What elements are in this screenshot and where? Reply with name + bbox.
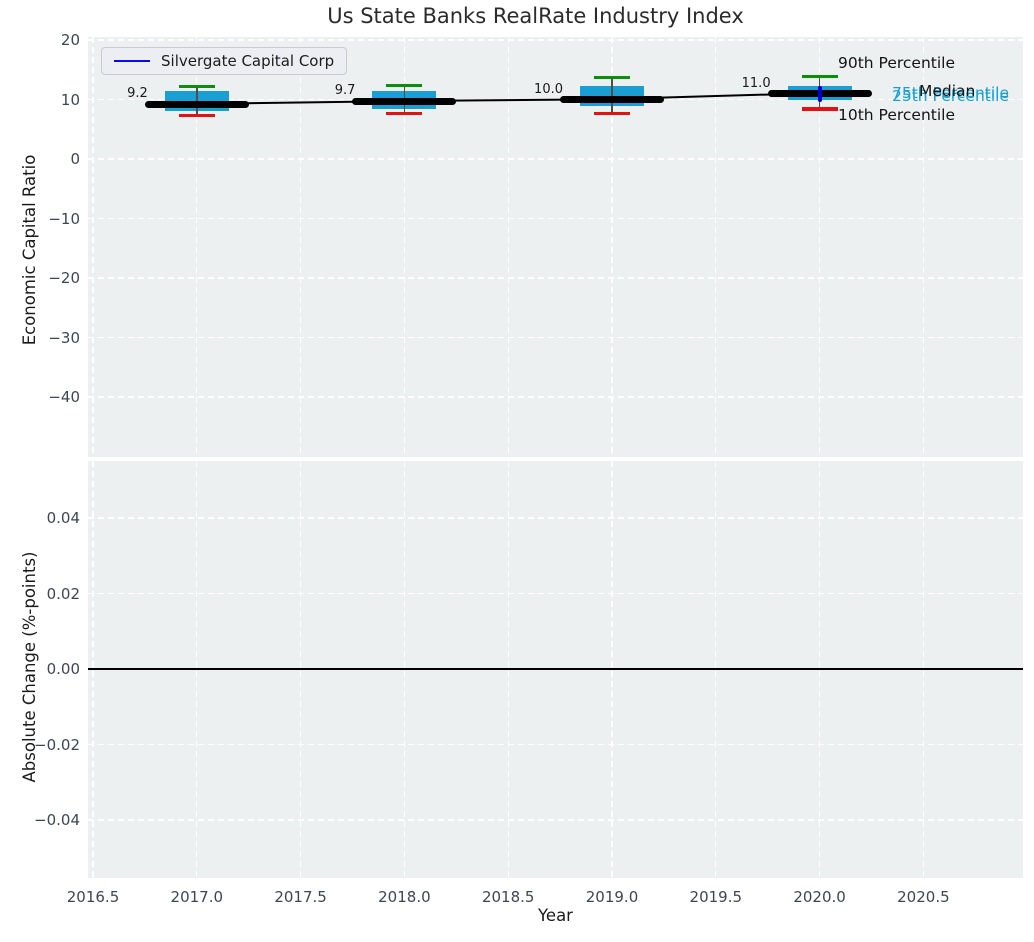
- legend: Silvergate Capital Corp: [101, 47, 348, 75]
- y-axis-label-top: Economic Capital Ratio: [20, 154, 39, 346]
- gridline-horizontal: [88, 336, 1023, 339]
- annotation-median: Median: [919, 82, 976, 100]
- y-tick-label: −40: [48, 388, 80, 406]
- y-tick-label: −30: [48, 328, 80, 347]
- x-tick-label: 2018.0: [378, 888, 431, 906]
- x-tick-label: 2017.5: [274, 888, 327, 906]
- bottom-axes: [88, 461, 1023, 878]
- x-tick-label: 2017.0: [170, 888, 224, 906]
- x-tick-label: 2016.5: [66, 888, 120, 906]
- median-line-segment: [560, 96, 664, 103]
- whisker-cap-90th: [594, 75, 630, 80]
- gridline-horizontal: [88, 217, 1023, 220]
- annotation-25th-percentile: 25th Percentile: [892, 87, 1010, 105]
- median-value-label: 11.0: [741, 75, 771, 91]
- zero-line: [88, 668, 1023, 670]
- y-tick-label: −0.04: [34, 811, 80, 829]
- x-tick-label: 2020.0: [793, 888, 846, 906]
- annotation-75th-percentile: 75th Percentile: [892, 84, 1010, 102]
- y-tick-label: −20: [48, 269, 80, 287]
- whisker-cap-10th: [386, 112, 423, 116]
- gridline-vertical: [715, 37, 717, 457]
- annotation-10th-percentile: 10th Percentile: [838, 106, 956, 124]
- annotation-90th-percentile: 90th Percentile: [838, 54, 956, 72]
- y-tick-label: 0.02: [46, 584, 80, 603]
- y-tick-label: 0: [70, 150, 80, 168]
- whisker-cap-90th: [386, 83, 423, 87]
- gridline-vertical: [818, 37, 821, 457]
- y-tick-label: 0.00: [46, 660, 80, 678]
- median-value-label: 9.7: [334, 83, 356, 99]
- y-tick-label: 10: [60, 90, 80, 109]
- gridline-vertical: [922, 37, 925, 457]
- median-value-label: 10.0: [534, 81, 563, 97]
- x-axis-label: Year: [538, 906, 573, 925]
- gridline-vertical: [611, 37, 613, 457]
- whisker-cap-90th: [178, 84, 215, 88]
- top-axes: 9.2 9.7 10.0 11.0: [88, 37, 1023, 457]
- gridline-horizontal: [88, 396, 1023, 398]
- gridline-vertical: [92, 37, 94, 457]
- legend-label: Silvergate Capital Corp: [161, 52, 335, 70]
- y-tick-label: 0.04: [46, 509, 80, 527]
- company-marker: [817, 85, 822, 102]
- whisker-cap-90th: [801, 75, 838, 79]
- median-line-segment: [352, 97, 457, 105]
- y-tick-label: −10: [48, 209, 80, 228]
- gridline-horizontal: [88, 517, 1023, 519]
- gridline-vertical: [196, 37, 198, 457]
- gridline-vertical: [299, 37, 302, 457]
- y-tick-label: 20: [60, 31, 80, 49]
- y-tick-label: −0.02: [34, 735, 80, 754]
- x-tick-label: 2020.5: [897, 888, 950, 906]
- chart-title: Us State Banks RealRate Industry Index: [327, 4, 744, 28]
- gridline-horizontal: [88, 39, 1023, 41]
- gridline-vertical: [403, 37, 406, 457]
- gridline-horizontal: [88, 158, 1023, 160]
- gridline-horizontal: [88, 592, 1023, 595]
- median-value-label: 9.2: [127, 86, 148, 102]
- whisker-cap-10th: [178, 113, 215, 118]
- x-tick-label: 2018.5: [481, 888, 535, 906]
- whisker-line: [611, 77, 613, 114]
- whisker-cap-10th: [594, 111, 630, 115]
- x-tick-label: 2019.5: [689, 888, 743, 906]
- whisker-cap-10th: [801, 107, 838, 111]
- gridline-horizontal: [88, 743, 1023, 746]
- x-tick-label: 2019.0: [585, 888, 639, 906]
- gridline-horizontal: [88, 277, 1023, 279]
- gridline-horizontal: [88, 819, 1023, 821]
- gridline-vertical: [507, 37, 509, 457]
- legend-line-sample: [114, 59, 150, 63]
- median-line-segment: [144, 100, 249, 108]
